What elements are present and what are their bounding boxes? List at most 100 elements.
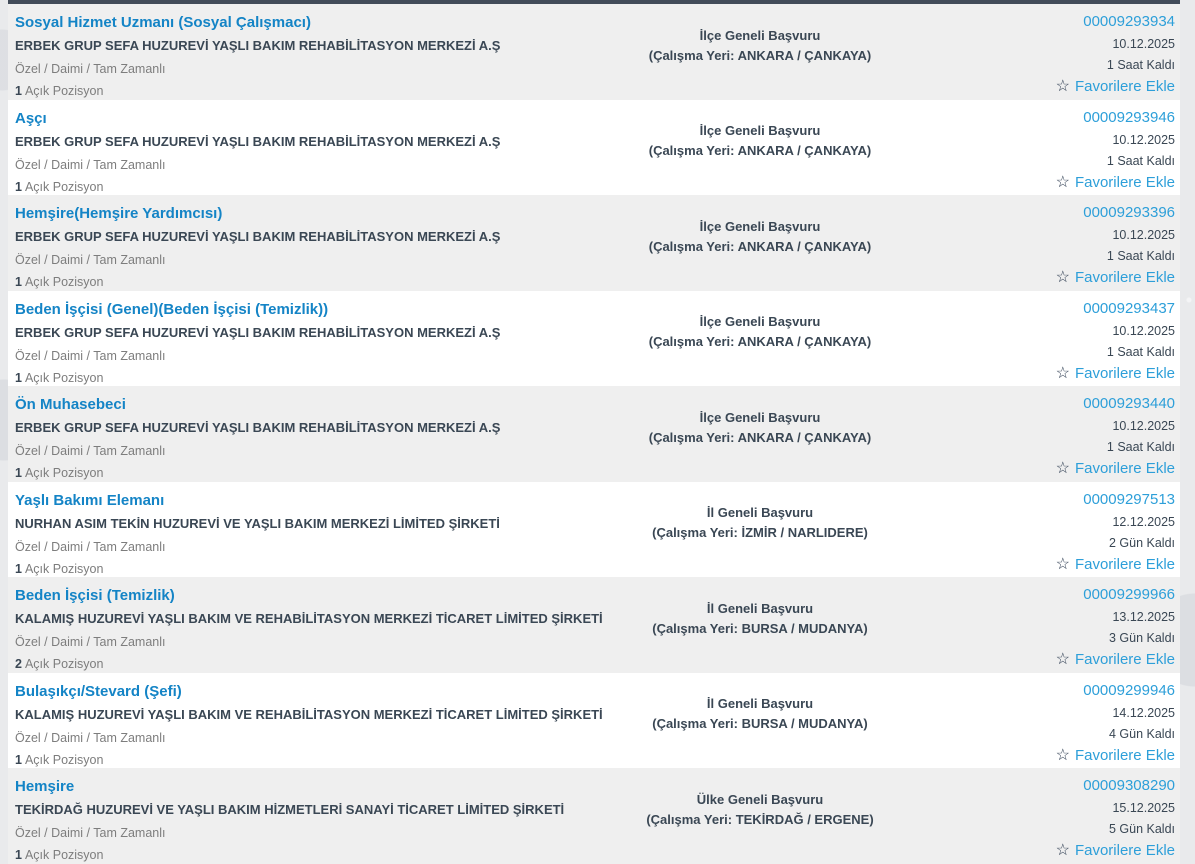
- job-title-link[interactable]: Hemşire(Hemşire Yardımcısı): [15, 205, 223, 222]
- positions-label: Açık Pozisyon: [24, 275, 104, 289]
- listing-date: 10.12.2025: [1112, 132, 1175, 147]
- job-id[interactable]: 00009299946: [1083, 681, 1175, 699]
- job-listing-row: Yaşlı Bakımı Elemanı NURHAN ASIM TEKİN H…: [8, 481, 1180, 578]
- job-title-link[interactable]: Beden İşçisi (Temizlik): [15, 587, 175, 604]
- star-icon: ☆: [1055, 842, 1070, 859]
- job-info-column: Aşçı ERBEK GRUP SEFA HUZUREVİ YAŞLI BAKI…: [8, 100, 580, 196]
- job-info-column: Ön Muhasebeci ERBEK GRUP SEFA HUZUREVİ Y…: [8, 386, 580, 482]
- job-title-link[interactable]: Ön Muhasebeci: [15, 396, 126, 413]
- job-id[interactable]: 00009308290: [1083, 777, 1175, 794]
- positions-count: 1: [15, 275, 22, 289]
- job-id[interactable]: 00009293396: [1083, 204, 1175, 221]
- star-icon: ☆: [1055, 173, 1070, 191]
- meta-column: 00009293440 10.12.2025 1 Saat Kaldı ☆ Fa…: [940, 386, 1180, 482]
- star-icon: ☆: [1055, 746, 1070, 764]
- positions-count: 1: [15, 466, 22, 480]
- favorite-label: Favorilere Ekle: [1074, 842, 1175, 859]
- company-name: ERBEK GRUP SEFA HUZUREVİ YAŞLI BAKIM REH…: [15, 133, 501, 149]
- application-column: İl Geneli Başvuru (Çalışma Yeri: BURSA /…: [580, 673, 940, 769]
- job-id[interactable]: 00009299966: [1083, 586, 1175, 603]
- job-listing-row: Bulaşıkçı/Stevard (Şefi) KALAMIŞ HUZUREV…: [8, 672, 1180, 769]
- employment-type: Özel / Daimi / Tam Zamanlı: [15, 730, 166, 745]
- job-title-link[interactable]: Sosyal Hizmet Uzmanı (Sosyal Çalışmacı): [15, 14, 311, 31]
- favorite-link[interactable]: ☆ Favorilere Ekle: [1056, 364, 1175, 384]
- job-id[interactable]: 00009293946: [1083, 108, 1175, 126]
- favorite-label: Favorilere Ekle: [1074, 364, 1175, 382]
- favorite-link[interactable]: ☆ Favorilere Ekle: [1056, 650, 1175, 670]
- favorite-label: Favorilere Ekle: [1074, 746, 1175, 764]
- meta-column: 00009297513 12.12.2025 2 Gün Kaldı ☆ Fav…: [940, 482, 1180, 578]
- positions-label: Açık Pozisyon: [24, 752, 104, 767]
- open-positions: 2 Açık Pozisyon: [15, 656, 580, 672]
- open-positions: 1 Açık Pozisyon: [15, 561, 580, 577]
- star-icon: ☆: [1055, 269, 1070, 286]
- company-name: ERBEK GRUP SEFA HUZUREVİ YAŞLI BAKIM REH…: [15, 324, 501, 340]
- job-title-link[interactable]: Aşçı: [15, 109, 47, 127]
- job-title-link[interactable]: Yaşlı Bakımı Elemanı: [15, 491, 165, 509]
- company-name: KALAMIŞ HUZUREVİ YAŞLI BAKIM VE REHABİLİ…: [15, 706, 603, 722]
- favorite-link[interactable]: ☆ Favorilere Ekle: [1056, 555, 1175, 575]
- workplace: (Çalışma Yeri: ANKARA / ÇANKAYA): [648, 47, 872, 63]
- application-column: İlçe Geneli Başvuru (Çalışma Yeri: ANKAR…: [580, 100, 940, 196]
- favorite-link[interactable]: ☆ Favorilere Ekle: [1056, 173, 1175, 193]
- employment-type: Özel / Daimi / Tam Zamanlı: [15, 444, 166, 458]
- job-info-column: Hemşire(Hemşire Yardımcısı) ERBEK GRUP S…: [8, 195, 580, 291]
- application-column: İl Geneli Başvuru (Çalışma Yeri: İZMİR /…: [580, 482, 940, 578]
- workplace: (Çalışma Yeri: ANKARA / ÇANKAYA): [648, 429, 872, 445]
- star-icon: ☆: [1055, 460, 1070, 477]
- job-listing-row: Sosyal Hizmet Uzmanı (Sosyal Çalışmacı) …: [8, 4, 1180, 100]
- time-remaining: 1 Saat Kaldı: [1106, 58, 1175, 72]
- positions-label: Açık Pozisyon: [24, 466, 104, 480]
- favorite-link[interactable]: ☆ Favorilere Ekle: [1056, 268, 1175, 288]
- positions-count: 1: [15, 752, 22, 767]
- meta-column: 00009293946 10.12.2025 1 Saat Kaldı ☆ Fa…: [940, 100, 1180, 196]
- application-scope: İl Geneli Başvuru: [706, 600, 814, 616]
- workplace: (Çalışma Yeri: ANKARA / ÇANKAYA): [648, 334, 872, 350]
- job-info-column: Bulaşıkçı/Stevard (Şefi) KALAMIŞ HUZUREV…: [8, 673, 603, 769]
- job-id[interactable]: 00009293437: [1083, 299, 1175, 317]
- favorite-link[interactable]: ☆ Favorilere Ekle: [1056, 459, 1175, 479]
- application-scope: İlçe Geneli Başvuru: [699, 218, 821, 234]
- employment-type: Özel / Daimi / Tam Zamanlı: [15, 348, 166, 363]
- company-name: NURHAN ASIM TEKİN HUZUREVİ VE YAŞLI BAKI…: [15, 515, 500, 531]
- positions-label: Açık Pozisyon: [24, 84, 104, 98]
- application-scope: İlçe Geneli Başvuru: [699, 27, 821, 43]
- workplace: (Çalışma Yeri: İZMİR / NARLIDERE): [652, 525, 868, 541]
- meta-column: 00009293934 10.12.2025 1 Saat Kaldı ☆ Fa…: [940, 4, 1180, 100]
- job-title-link[interactable]: Beden İşçisi (Genel)(Beden İşçisi (Temiz…: [15, 300, 329, 318]
- time-remaining: 1 Saat Kaldı: [1106, 153, 1175, 168]
- job-listing-row: Hemşire TEKİRDAĞ HUZUREVİ VE YAŞLI BAKIM…: [8, 768, 1180, 864]
- favorite-label: Favorilere Ekle: [1074, 173, 1175, 191]
- open-positions: 1 Açık Pozisyon: [15, 752, 580, 768]
- job-title-link[interactable]: Hemşire: [15, 778, 75, 795]
- favorite-link[interactable]: ☆ Favorilere Ekle: [1056, 77, 1175, 97]
- listing-date: 10.12.2025: [1112, 228, 1175, 242]
- time-remaining: 1 Saat Kaldı: [1106, 249, 1175, 263]
- workplace: (Çalışma Yeri: ANKARA / ÇANKAYA): [648, 238, 872, 254]
- job-id[interactable]: 00009293440: [1083, 395, 1175, 412]
- time-remaining: 4 Gün Kaldı: [1108, 726, 1175, 741]
- application-column: İlçe Geneli Başvuru (Çalışma Yeri: ANKAR…: [580, 4, 940, 100]
- company-name: KALAMIŞ HUZUREVİ YAŞLI BAKIM VE REHABİLİ…: [15, 611, 603, 626]
- open-positions: 1 Açık Pozisyon: [15, 274, 580, 290]
- application-scope: İlçe Geneli Başvuru: [699, 123, 821, 139]
- application-scope: İl Geneli Başvuru: [706, 696, 814, 712]
- positions-label: Açık Pozisyon: [24, 370, 104, 385]
- time-remaining: 1 Saat Kaldı: [1106, 344, 1175, 359]
- job-title-link[interactable]: Bulaşıkçı/Stevard (Şefi): [15, 682, 182, 700]
- favorite-link[interactable]: ☆ Favorilere Ekle: [1056, 746, 1175, 766]
- listing-date: 14.12.2025: [1112, 705, 1175, 720]
- job-id[interactable]: 00009297513: [1083, 490, 1175, 508]
- time-remaining: 2 Gün Kaldı: [1108, 535, 1175, 550]
- job-info-column: Sosyal Hizmet Uzmanı (Sosyal Çalışmacı) …: [8, 4, 580, 100]
- star-icon: ☆: [1055, 555, 1070, 573]
- positions-count: 1: [15, 84, 22, 98]
- open-positions: 1 Açık Pozisyon: [15, 370, 580, 386]
- open-positions: 1 Açık Pozisyon: [15, 465, 580, 481]
- meta-column: 00009308290 15.12.2025 5 Gün Kaldı ☆ Fav…: [940, 768, 1180, 864]
- job-listing-row: Ön Muhasebeci ERBEK GRUP SEFA HUZUREVİ Y…: [8, 386, 1180, 482]
- favorite-link[interactable]: ☆ Favorilere Ekle: [1056, 841, 1175, 861]
- favorite-label: Favorilere Ekle: [1074, 555, 1175, 573]
- favorite-label: Favorilere Ekle: [1074, 269, 1175, 286]
- job-id[interactable]: 00009293934: [1083, 13, 1175, 30]
